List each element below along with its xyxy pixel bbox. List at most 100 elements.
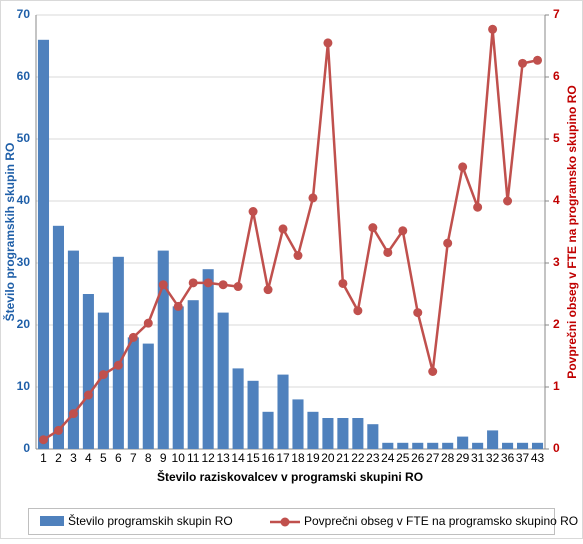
line-point [113, 360, 123, 370]
x-tick-label: 13 [216, 451, 230, 465]
legend-label: Povprečni obseg v FTE na programsko skup… [304, 514, 578, 528]
x-tick-label: 5 [100, 451, 107, 465]
line-point [518, 58, 528, 68]
x-tick-label: 24 [381, 451, 395, 465]
bar [142, 343, 154, 449]
legend-swatch [280, 517, 290, 527]
y-tick-label: 30 [17, 255, 31, 269]
x-tick-label: 1 [40, 451, 47, 465]
x-tick-label: 22 [351, 451, 365, 465]
x-tick-label: 11 [187, 451, 200, 465]
bar [337, 418, 349, 449]
line-point [68, 409, 78, 419]
x-tick-label: 28 [441, 451, 455, 465]
line-point [98, 370, 108, 380]
bar [367, 424, 379, 449]
line-point [83, 390, 93, 400]
y-tick-label: 40 [17, 193, 31, 207]
line-point [278, 224, 288, 234]
y2-tick-label: 5 [553, 131, 560, 145]
bar [232, 368, 244, 449]
bar [247, 380, 259, 449]
x-tick-label: 7 [130, 451, 137, 465]
line-point [233, 282, 243, 292]
x-tick-label: 8 [145, 451, 152, 465]
x-tick-label: 25 [396, 451, 410, 465]
line-point [263, 285, 273, 295]
x-tick-label: 37 [516, 451, 530, 465]
line-point [203, 278, 213, 288]
x-tick-label: 9 [160, 451, 167, 465]
y2-tick-label: 0 [553, 441, 560, 455]
bar [262, 411, 274, 449]
x-axis-label: Število raziskovalcev v programski skupi… [157, 469, 423, 484]
x-tick-label: 6 [115, 451, 122, 465]
x-tick-label: 19 [306, 451, 320, 465]
x-tick-label: 32 [486, 451, 500, 465]
line-point [473, 202, 483, 212]
bar [37, 39, 50, 450]
bar [427, 442, 439, 449]
y-tick-label: 20 [17, 317, 31, 331]
line-point [413, 308, 423, 318]
bar [307, 411, 319, 449]
x-tick-label: 2 [55, 451, 62, 465]
bar [97, 312, 109, 449]
line-point [398, 226, 408, 236]
y-tick-label: 50 [17, 131, 31, 145]
x-tick-label: 15 [246, 451, 260, 465]
bar [202, 269, 214, 449]
bar [157, 250, 169, 449]
x-tick-label: 16 [261, 451, 275, 465]
y2-tick-label: 3 [553, 255, 560, 269]
line-point [443, 238, 453, 248]
bar [67, 250, 79, 449]
bar [82, 294, 94, 449]
y-tick-label: 60 [17, 69, 31, 83]
bar [292, 399, 304, 449]
line-point [488, 24, 498, 34]
y2-tick-label: 2 [553, 317, 560, 331]
line-point [38, 435, 48, 445]
x-tick-label: 43 [531, 451, 545, 465]
x-tick-label: 10 [172, 451, 186, 465]
line-point [293, 251, 303, 261]
x-tick-label: 29 [456, 451, 470, 465]
x-tick-label: 26 [411, 451, 425, 465]
x-tick-label: 4 [85, 451, 92, 465]
line-point [533, 55, 543, 65]
y-tick-label: 70 [17, 7, 31, 21]
x-tick-label: 14 [231, 451, 245, 465]
bar [442, 442, 454, 449]
line-point [323, 38, 333, 48]
bar [187, 300, 199, 449]
line-point [248, 207, 258, 217]
line-point [143, 318, 153, 328]
y2-tick-label: 4 [553, 193, 560, 207]
x-tick-label: 31 [471, 451, 485, 465]
bar [517, 442, 529, 449]
x-tick-label: 27 [426, 451, 440, 465]
bar [531, 442, 544, 449]
line-point [503, 196, 513, 206]
bar [217, 312, 229, 449]
line-point [383, 247, 393, 257]
legend-label: Število programskih skupin RO [68, 513, 233, 528]
bar [127, 337, 139, 449]
x-tick-label: 17 [276, 451, 290, 465]
y2-tick-label: 6 [553, 69, 560, 83]
line-point [428, 367, 438, 376]
line-point [308, 193, 318, 203]
line-point [53, 425, 63, 435]
line-point [338, 278, 348, 288]
x-tick-label: 18 [291, 451, 305, 465]
line-point [158, 280, 168, 290]
y2-axis-label: Povprečni obseg v FTE na programsko skup… [565, 85, 579, 378]
line-point [353, 306, 363, 316]
bar [277, 374, 289, 449]
y-axis-label: Število programskih skupin RO [2, 143, 17, 322]
line-point [368, 223, 378, 233]
line-point [458, 162, 468, 172]
line-point [128, 332, 138, 342]
